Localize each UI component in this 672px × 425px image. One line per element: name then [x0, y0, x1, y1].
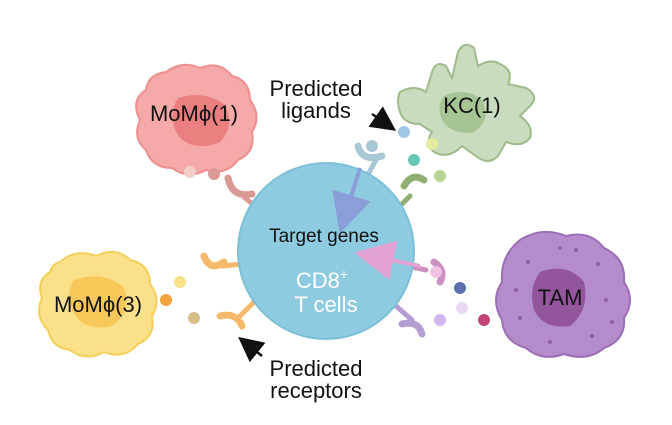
pink-signal-arrow [354, 240, 421, 281]
predicted-receptors-line1: Predicted [270, 356, 363, 381]
tam-speckles [514, 246, 614, 344]
blue-signal-arrow [332, 167, 371, 234]
ligand-dot [188, 312, 200, 324]
ligand-dot [434, 314, 446, 326]
t-cells-label: T cells [294, 292, 357, 317]
ligand-dot [426, 138, 438, 150]
ligand-dot [398, 126, 410, 138]
target-genes-label: Target genes [269, 226, 379, 247]
predicted-receptors-line2: receptors [270, 378, 362, 403]
receptor-momphi1 [224, 174, 256, 199]
tam-label: TAM [538, 285, 583, 310]
momphi3-label: MoMϕ(3) [54, 292, 142, 317]
ligand-dot [184, 166, 196, 178]
ligand-dot [174, 276, 186, 288]
ligand-dot [434, 170, 446, 182]
kc1-label: KC(1) [443, 93, 500, 118]
momphi1-label: MoMϕ(1) [150, 101, 238, 126]
ligand-dot [408, 154, 420, 166]
ligand-dot [160, 294, 172, 306]
tam-cell: TAM [495, 230, 631, 358]
predicted-ligands-line2: ligands [281, 98, 351, 123]
predicted-ligands-line1: Predicted [270, 76, 363, 101]
receptors-annotation-arrow [238, 336, 266, 363]
ligand-dot [456, 302, 468, 314]
ligand-dot [208, 168, 220, 180]
ligand-dots [160, 126, 490, 326]
ligand-dot [478, 314, 490, 326]
ligand-dot [366, 140, 378, 152]
receptor-tam-b [398, 319, 426, 338]
receptor-kc1 [400, 173, 428, 190]
receptors [200, 142, 446, 338]
ligands-annotation-arrow [368, 106, 397, 131]
kc1-cell: KC(1) [397, 43, 536, 162]
cd8-t-cell: Target genes CD8+ T cells [237, 162, 415, 340]
momphi1-cell: MoMϕ(1) [135, 63, 258, 176]
receptor-momphi3-b [216, 311, 246, 330]
receptor-ligand-top [354, 142, 386, 162]
momphi3-cell: MoMϕ(3) [38, 250, 158, 358]
cd8-label: CD8+ [296, 266, 348, 293]
ligand-dot [430, 266, 442, 278]
ligand-dot [454, 282, 466, 294]
receptor-momphi3-a [200, 252, 228, 270]
